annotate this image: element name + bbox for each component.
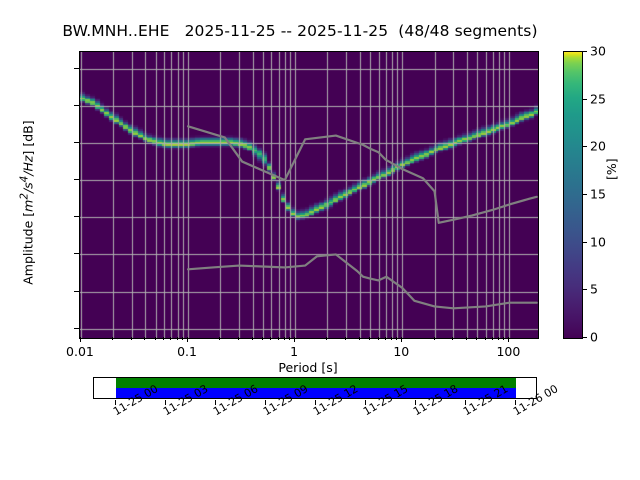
timeline-tick-label: 11-25 15	[361, 382, 411, 419]
x-tick-minor	[270, 337, 272, 340]
timeline-tick	[165, 400, 167, 405]
colorbar-tick-label: 30	[590, 43, 606, 59]
x-tick-major	[401, 337, 403, 342]
x-tick-minor	[277, 337, 279, 340]
x-tick-major	[508, 337, 510, 342]
x-axis-label: Period [s]	[278, 360, 338, 375]
colorbar-tick-label: 20	[590, 138, 606, 154]
x-tick-label: 0.1	[177, 344, 197, 359]
x-tick-minor	[498, 337, 499, 340]
timeline-tick-label: 11-25 21	[461, 382, 511, 419]
high-noise-model	[186, 125, 538, 224]
x-tick-minor	[182, 337, 184, 340]
x-tick-minor	[131, 337, 133, 340]
colorbar-tick-label: 5	[590, 281, 598, 297]
timeline-tick	[365, 400, 367, 405]
ppsd-plot-area	[80, 52, 538, 338]
x-tick-major	[187, 337, 189, 342]
colorbar-tick	[582, 337, 587, 338]
colorbar-tick	[582, 194, 587, 195]
x-tick-label: 0.01	[66, 344, 94, 359]
x-tick-minor	[491, 337, 493, 340]
x-tick-major	[79, 337, 81, 342]
timeline-tick-label: 11-25 00	[111, 382, 161, 419]
y-tick	[74, 142, 79, 143]
x-tick-minor	[238, 337, 240, 340]
x-tick-minor	[369, 337, 371, 340]
y-tick	[74, 253, 79, 255]
y-tick	[74, 67, 79, 69]
data-coverage-blue	[116, 388, 517, 398]
timeline-tick	[115, 400, 117, 405]
timeline-tick	[415, 400, 417, 405]
colorbar-tick	[582, 289, 587, 291]
x-tick-label: 100	[496, 344, 521, 359]
x-tick-minor	[484, 337, 486, 340]
x-tick-minor	[390, 337, 392, 340]
ppsd-heatmap	[80, 52, 538, 338]
x-tick-minor	[154, 337, 156, 340]
colorbar-tick	[582, 51, 587, 52]
x-tick-minor	[345, 337, 347, 340]
y-axis: −200−180−160−140−120−100−80−60	[0, 0, 72, 480]
x-tick-minor	[452, 337, 454, 340]
x-tick-minor	[261, 337, 263, 340]
x-tick-minor	[377, 337, 379, 340]
x-tick-minor	[326, 337, 328, 340]
timeline-tick	[265, 400, 267, 405]
colorbar-tick	[582, 98, 587, 100]
x-tick-minor	[358, 337, 360, 340]
timeline-tick-label: 11-25 12	[311, 382, 361, 419]
colorbar-tick-label: 25	[590, 91, 606, 107]
y-tick	[74, 179, 79, 181]
colorbar-tick-label: 0	[590, 329, 598, 345]
colorbar-tick	[582, 146, 587, 148]
data-coverage-timeline	[93, 377, 537, 399]
x-tick-major	[294, 337, 296, 342]
low-noise-model	[186, 253, 538, 310]
timeline-tick-label: 11-26 00	[511, 382, 561, 419]
page-title: BW.MNH..EHE 2025-11-25 -- 2025-11-25 (48…	[62, 22, 538, 40]
colorbar-tick-label: 10	[590, 234, 606, 250]
data-coverage-green	[116, 378, 517, 388]
x-tick-minor	[176, 337, 178, 340]
ppsd-axes	[79, 51, 539, 339]
y-tick	[74, 290, 79, 292]
x-tick-minor	[289, 337, 291, 340]
x-tick-minor	[476, 337, 478, 340]
x-tick-minor	[503, 337, 505, 340]
timeline-tick-label: 11-25 18	[411, 382, 461, 419]
timeline-tick	[515, 400, 517, 405]
timeline-tick	[215, 400, 217, 405]
x-tick-minor	[283, 337, 285, 340]
x-tick-minor	[170, 337, 172, 340]
timeline-tick-label: 11-25 03	[161, 382, 211, 419]
y-axis-label: Amplitude [m2/s4/Hz] [dB]	[18, 120, 36, 285]
x-tick-minor	[144, 337, 146, 340]
y-tick	[74, 327, 79, 329]
x-tick-minor	[219, 337, 221, 340]
x-tick-minor	[163, 337, 165, 340]
colorbar-label: [%]	[604, 158, 619, 180]
timeline-tick-label: 11-25 09	[261, 382, 311, 419]
timeline-tick-label: 11-25 06	[211, 382, 261, 419]
x-tick-minor	[433, 337, 435, 340]
timeline-tick	[315, 400, 317, 405]
y-tick	[74, 104, 79, 106]
y-tick	[74, 216, 79, 218]
noise-model-curves	[186, 125, 538, 310]
x-tick-minor	[384, 337, 386, 340]
x-tick-label: 1	[290, 344, 299, 359]
x-tick-label: 10	[393, 344, 410, 359]
colorbar	[563, 51, 583, 339]
x-tick-minor	[112, 337, 114, 340]
x-tick-minor	[396, 337, 398, 340]
colorbar-tick	[582, 241, 587, 243]
x-tick-minor	[251, 337, 253, 340]
x-tick-minor	[465, 337, 467, 340]
colorbar-tick-label: 15	[590, 186, 606, 202]
timeline-tick	[465, 400, 467, 405]
